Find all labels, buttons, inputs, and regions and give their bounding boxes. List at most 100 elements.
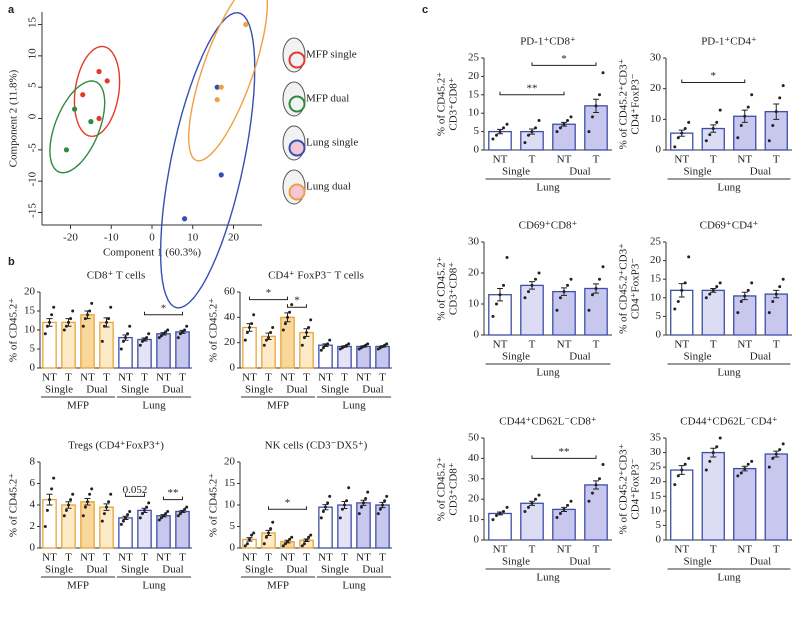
error-bar [529,128,535,135]
x-tick-label: NT [356,552,371,564]
x-tick-label: NT [557,154,572,166]
bar [670,469,694,541]
y-tick-label: 5 [474,125,480,137]
error-bar [284,539,291,544]
y-tick-label: 5 [27,82,39,88]
data-point [62,514,66,518]
data-point [750,459,754,463]
bar [118,517,133,549]
data-point [309,318,313,322]
significance-bracket [531,62,597,66]
data-point [262,542,266,546]
bar [42,321,57,369]
x-tick-label: NT [318,372,333,384]
scatter-point [96,115,102,122]
data-point [252,313,256,317]
data-point [176,514,180,518]
error-bar [265,529,272,537]
error-bar [379,501,386,509]
y-tick-label: 20 [650,82,662,94]
x-tick-label: NT [118,552,133,564]
data-point [185,324,189,328]
error-bar [360,499,367,506]
data-point [45,508,49,512]
data-point [83,505,87,509]
panel-label: a [8,4,15,16]
x-tick-label: T [141,552,148,564]
data-point [309,533,313,537]
subgroup-label: Dual [569,166,590,178]
data-point [739,123,743,127]
y-tick-label: 20 [468,493,480,505]
data-point [566,283,570,287]
data-point [704,296,708,300]
y-tick-label: 0 [230,362,236,374]
error-bar [497,511,503,516]
bar [118,336,133,369]
data-point [491,518,495,522]
legend-label: Lung dual [306,181,351,193]
subgroup-label: Single [245,384,273,396]
data-point [746,105,750,109]
data-point [147,501,151,505]
y-axis-label: Component 2 (11.8%) [8,69,20,167]
group-label: Lung [717,572,741,584]
y-axis-label: % of CD45.2⁺ [436,457,448,521]
data-point [781,84,785,88]
data-point [326,501,330,505]
subgroup-label: Single [502,556,530,568]
y-tick-label: -15 [27,203,39,218]
significance-label: * [266,287,272,299]
y-tick-label: 35 [650,432,662,444]
data-point [157,518,161,522]
data-point [176,336,180,340]
x-tick-label: T [65,552,72,564]
bar [733,467,757,541]
data-point [271,325,275,329]
subgroup-label: Single [121,384,149,396]
data-point [534,497,538,501]
error-bar [303,328,310,337]
data-point [378,507,382,511]
error-bar [497,128,503,135]
y-tick-label: 5 [656,519,662,531]
group-label: Lung [342,580,366,592]
data-point [569,499,573,503]
bar [261,335,276,369]
data-point [566,119,570,123]
subgroup-label: Dual [286,384,307,396]
chart-title: CD44⁺CD62L⁻CD4⁺ [680,416,778,428]
y-tick-label: 20 [468,70,480,82]
y-tick-label: 15 [224,477,236,489]
subgroup-label: Dual [750,166,771,178]
bar [375,504,390,549]
x-tick-label: T [773,339,780,351]
x-tick-label: T [179,372,186,384]
data-point [300,343,304,347]
x-tick-label: T [265,372,272,384]
x-tick-label: NT [737,154,752,166]
x-tick-label: NT [280,552,295,564]
data-point [537,493,541,497]
scatter-point [214,84,220,90]
significance-label: * [285,497,291,509]
error-bar [246,537,253,542]
data-point [71,492,75,496]
data-point [383,499,387,503]
data-point [128,509,132,513]
data-point [243,544,247,548]
data-point [767,311,771,315]
x-tick-label: T [303,552,310,564]
group-label: MFP [67,400,89,412]
data-point [50,487,54,491]
x-tick-label: T [529,339,536,351]
chart-title: CD69⁺CD8⁺ [519,220,578,232]
subgroup-label: Single [321,564,349,576]
data-point [491,137,495,141]
bar [764,293,788,336]
bar [242,326,257,369]
x-tick-label: 20 [228,232,240,244]
subgroup-label: Single [683,166,711,178]
y-tick-label: 0 [656,329,662,341]
data-point [319,348,323,352]
